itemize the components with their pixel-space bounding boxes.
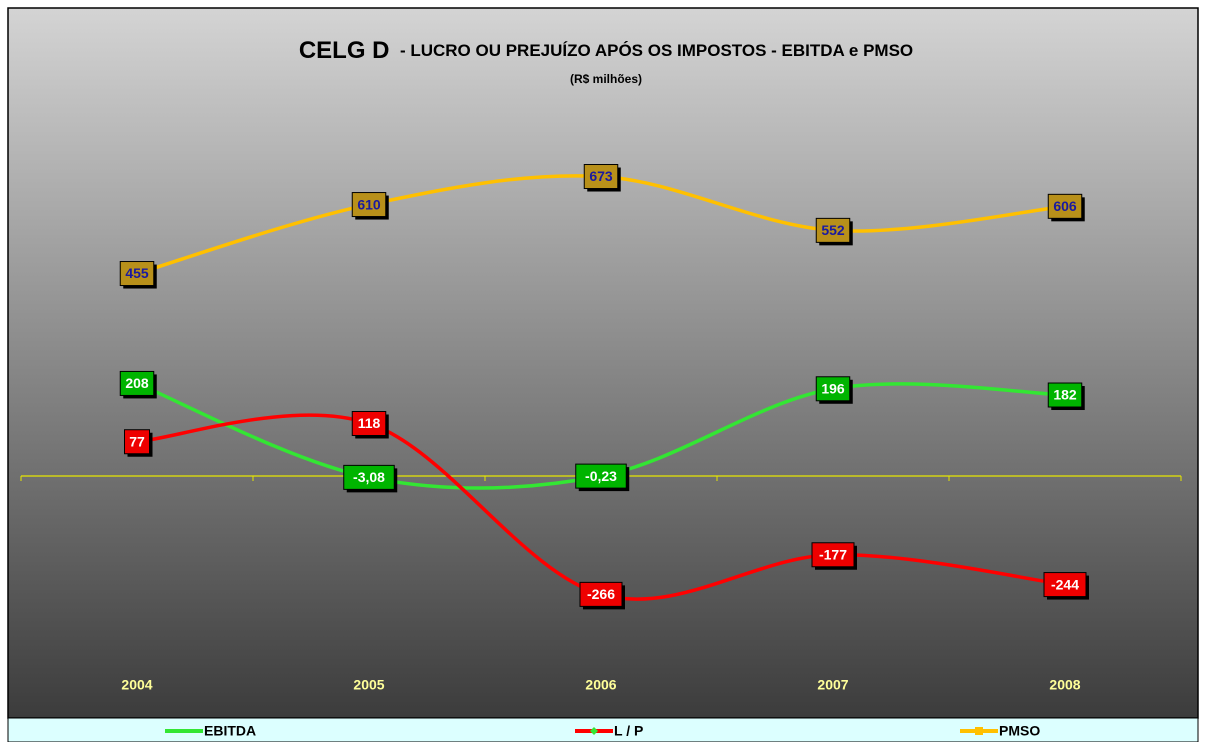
data-label: 455 (125, 265, 149, 281)
legend-marker (590, 727, 598, 735)
x-tick-label: 2005 (353, 677, 384, 693)
data-label: 610 (357, 196, 381, 212)
x-tick-label: 2008 (1049, 677, 1080, 693)
label-box (575, 463, 627, 489)
legend-label: L / P (614, 723, 643, 739)
label-box (583, 164, 619, 190)
label-box (1043, 572, 1087, 598)
data-label: -177 (819, 546, 847, 562)
data-label: 196 (821, 380, 845, 396)
x-tick-label: 2006 (585, 677, 616, 693)
data-label: 118 (358, 415, 381, 431)
title-rest: - LUCRO OU PREJUÍZO APÓS OS IMPOSTOS - E… (400, 41, 913, 60)
data-label: -3,08 (353, 469, 385, 485)
data-label: -0,23 (585, 468, 617, 484)
label-box (1047, 382, 1083, 408)
plot-background (7, 7, 1199, 719)
label-box (811, 542, 855, 568)
label-box (815, 217, 851, 243)
data-label: 182 (1053, 387, 1077, 403)
x-tick-label: 2007 (817, 677, 848, 693)
data-label: 208 (125, 375, 149, 391)
legend-marker (975, 727, 983, 735)
label-box (124, 429, 150, 455)
subtitle: (R$ milhões) (570, 72, 642, 86)
data-label: -266 (587, 586, 615, 602)
data-label: 552 (821, 222, 845, 238)
data-label: 673 (589, 168, 613, 184)
label-box (579, 581, 623, 607)
legend-label: EBITDA (204, 723, 256, 739)
data-label: 77 (129, 433, 145, 449)
label-box (351, 192, 387, 218)
legend-label: PMSO (999, 723, 1040, 739)
label-box (119, 370, 155, 396)
chart-title: CELG D - LUCRO OU PREJUÍZO APÓS OS IMPOS… (299, 37, 913, 64)
x-tick-label: 2004 (121, 677, 152, 693)
data-label: 606 (1053, 198, 1077, 214)
label-box (1047, 193, 1083, 219)
label-box (351, 410, 387, 436)
label-box (343, 464, 395, 490)
label-box (119, 261, 155, 287)
label-box (815, 376, 851, 402)
title-main: CELG D (299, 37, 390, 64)
data-label: -244 (1051, 576, 1079, 592)
